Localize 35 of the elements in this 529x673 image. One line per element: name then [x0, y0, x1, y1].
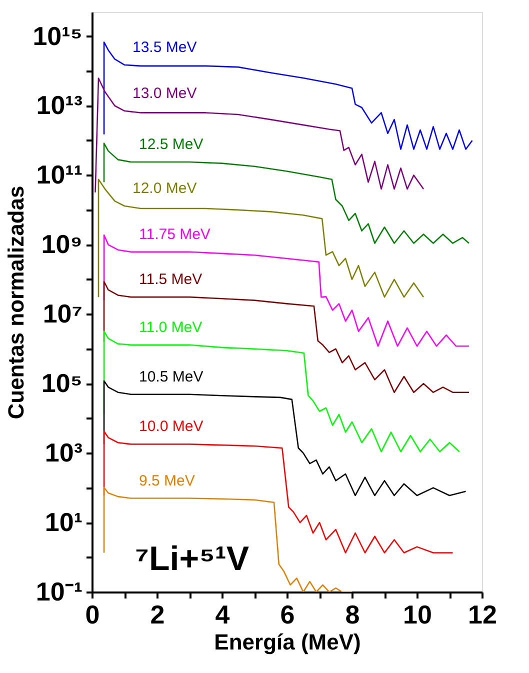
x-tick-label: 6 [280, 600, 295, 630]
line-series [103, 380, 466, 496]
series-label: 11.0 MeV [139, 318, 202, 336]
x-tick-label: 0 [85, 600, 100, 630]
x-tick-label: 8 [345, 600, 360, 630]
x-tick-label: 2 [150, 600, 165, 630]
series-label: 13.5 MeV [132, 38, 197, 56]
y-axis-title: Cuentas normalizadas [4, 186, 29, 420]
y-tick-label: 10³ [44, 438, 83, 468]
line-series [103, 41, 473, 150]
series-label: 12.0 MeV [132, 180, 197, 197]
y-tick-label: 10¹³ [36, 90, 83, 120]
series-label: 11.5 MeV [139, 271, 202, 288]
series-label: 13.0 MeV [132, 84, 197, 102]
annotation: ⁷Li+⁵¹V [134, 540, 250, 578]
y-tick-label: 10⁻¹ [36, 576, 82, 606]
y-tick-label: 10⁷ [42, 298, 82, 329]
series-label: 10.5 MeV [139, 368, 204, 386]
series-label: 12.5 MeV [139, 136, 204, 153]
line-series [103, 330, 460, 452]
series-label: 9.5 MeV [139, 472, 195, 490]
line-series [103, 486, 353, 592]
x-tick-label: 4 [215, 600, 230, 630]
line-series [98, 178, 424, 298]
x-tick-label: 12 [468, 600, 497, 630]
y-tick-label: 10⁵ [41, 368, 82, 398]
y-tick-label: 10⁹ [41, 229, 82, 260]
x-axis-title: Energía (MeV) [214, 630, 361, 654]
line-series [94, 78, 424, 194]
y-tick-label: 10¹ [44, 507, 82, 538]
series-label: 11.75 MeV [139, 226, 210, 243]
y-tick-label: 10¹⁵ [32, 20, 82, 51]
y-tick-label: 10¹¹ [36, 160, 82, 190]
series-label: 10.0 MeV [139, 418, 204, 436]
x-tick-label: 10 [403, 600, 432, 630]
